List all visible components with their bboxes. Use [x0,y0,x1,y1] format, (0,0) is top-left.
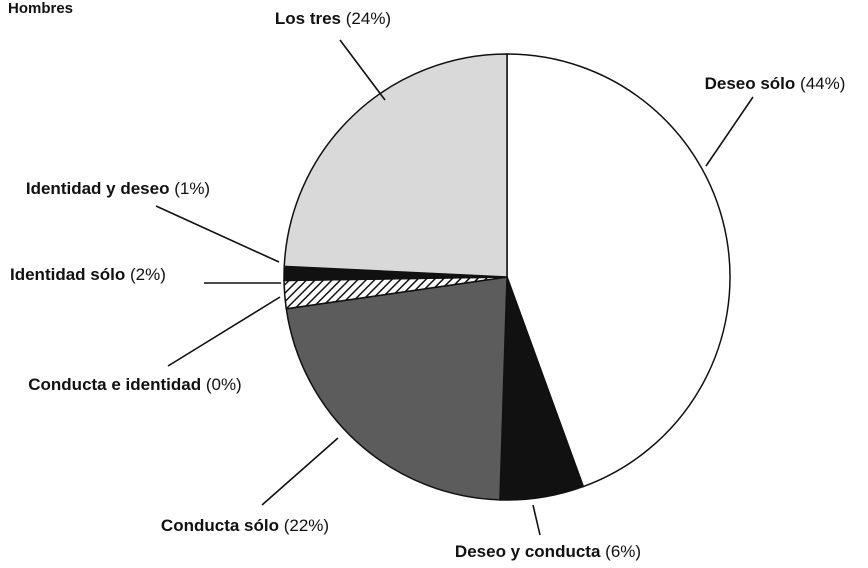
category-label: Identidad y deseo [26,179,170,198]
category-label: Deseo y conducta [455,542,601,561]
leader-line [167,296,281,367]
slice-label: Los tres (24%) [275,9,391,28]
category-label: Los tres [275,9,341,28]
category-label: Conducta sólo [161,516,279,535]
value-label: (1%) [174,179,210,198]
value-label: (0%) [206,375,242,394]
pie-slice [506,53,731,488]
category-label: Deseo sólo [705,74,796,93]
slice-label: Conducta sólo (22%) [161,516,329,535]
category-label: Identidad sólo [10,265,125,284]
leader-line [705,96,754,167]
leader-line [155,205,280,263]
slice-label: Conducta e identidad (0%) [28,375,241,394]
value-label: (24%) [346,9,391,28]
leader-line [261,437,339,506]
slice-label: Deseo y conducta (6%) [455,542,641,561]
slice-label: Deseo sólo (44%) [705,74,846,93]
value-label: (6%) [605,542,641,561]
pie-slice [283,53,508,278]
slice-label: Identidad y deseo (1%) [26,179,210,198]
slice-label: Identidad sólo (2%) [10,265,166,284]
category-label: Conducta e identidad [28,375,201,394]
leader-line [532,504,541,536]
value-label: (22%) [284,516,329,535]
value-label: (2%) [130,265,166,284]
value-label: (44%) [800,74,845,93]
pie-slice [285,276,508,501]
chart-title: Hombres [8,0,73,17]
leader-line [339,39,386,101]
